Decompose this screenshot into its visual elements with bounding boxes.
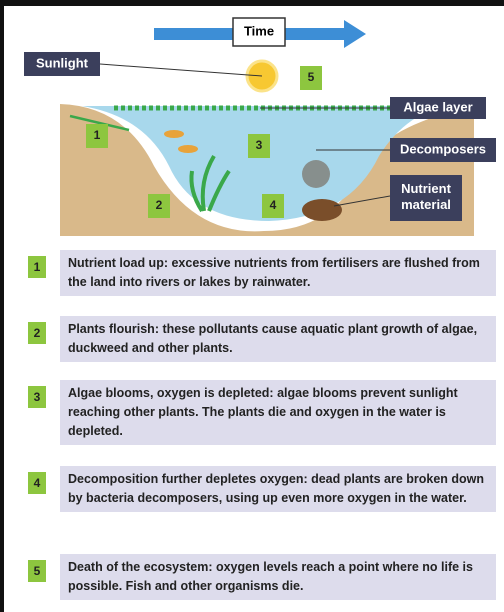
time-label: Time — [244, 23, 274, 38]
label: Decomposers — [400, 141, 486, 156]
step-number: 2 — [28, 322, 46, 344]
leader — [100, 64, 262, 76]
label-wrap: Nutrient material — [390, 175, 462, 221]
step-number: 5 — [28, 560, 46, 582]
marker: 3 — [256, 138, 263, 152]
step-text: Decomposition further depletes oxygen: d… — [60, 466, 496, 512]
marker: 2 — [156, 198, 163, 212]
fish — [178, 145, 198, 153]
step-number: 3 — [28, 386, 46, 408]
page: Time Sunlight Algae layer Decomposers Nu… — [0, 0, 504, 612]
step-number: 1 — [28, 256, 46, 278]
marker: 4 — [270, 198, 277, 212]
label: Algae layer — [403, 99, 472, 114]
marker: 5 — [308, 70, 315, 84]
step-text: Plants flourish: these pollutants cause … — [60, 316, 496, 362]
label: Nutrient material — [390, 175, 462, 213]
diagram: Time Sunlight Algae layer Decomposers Nu… — [4, 6, 504, 246]
label: Sunlight — [36, 55, 89, 70]
step-text: Death of the ecosystem: oxygen levels re… — [60, 554, 496, 600]
marker: 1 — [94, 128, 101, 142]
decomposers — [302, 160, 330, 188]
fish — [164, 130, 184, 138]
step-text: Nutrient load up: excessive nutrients fr… — [60, 250, 496, 296]
nutrient-pile — [302, 199, 342, 221]
step-number: 4 — [28, 472, 46, 494]
step-text: Algae blooms, oxygen is depleted: algae … — [60, 380, 496, 445]
